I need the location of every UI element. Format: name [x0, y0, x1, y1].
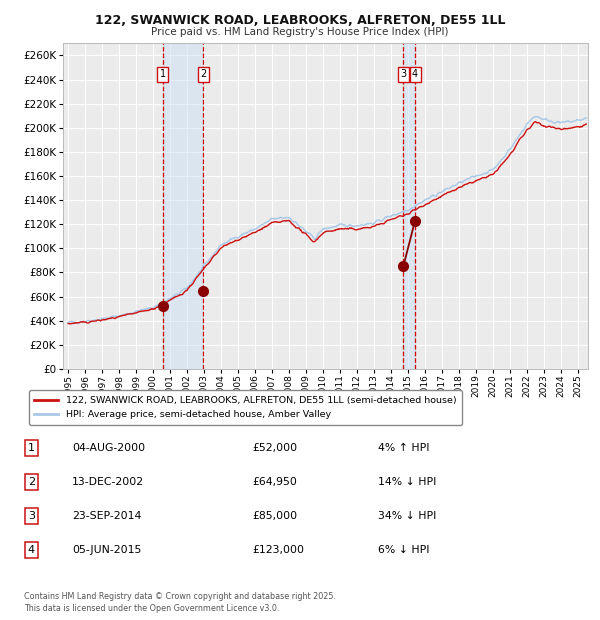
Text: 1: 1: [160, 69, 166, 79]
Bar: [403, 43, 415, 369]
Text: £64,950: £64,950: [252, 477, 297, 487]
Text: Price paid vs. HM Land Registry's House Price Index (HPI): Price paid vs. HM Land Registry's House …: [151, 27, 449, 37]
Text: 23-SEP-2014: 23-SEP-2014: [72, 511, 142, 521]
Text: 4% ↑ HPI: 4% ↑ HPI: [378, 443, 430, 453]
Text: 6% ↓ HPI: 6% ↓ HPI: [378, 545, 430, 555]
Text: 13-DEC-2002: 13-DEC-2002: [72, 477, 144, 487]
Text: 3: 3: [400, 69, 406, 79]
Text: 2: 2: [28, 477, 35, 487]
Text: 14% ↓ HPI: 14% ↓ HPI: [378, 477, 436, 487]
Text: £85,000: £85,000: [252, 511, 297, 521]
Text: 34% ↓ HPI: 34% ↓ HPI: [378, 511, 436, 521]
Text: 4: 4: [28, 545, 35, 555]
Text: £52,000: £52,000: [252, 443, 297, 453]
Text: Contains HM Land Registry data © Crown copyright and database right 2025.
This d: Contains HM Land Registry data © Crown c…: [24, 591, 336, 613]
Legend: 122, SWANWICK ROAD, LEABROOKS, ALFRETON, DE55 1LL (semi-detached house), HPI: Av: 122, SWANWICK ROAD, LEABROOKS, ALFRETON,…: [29, 390, 462, 425]
Text: 122, SWANWICK ROAD, LEABROOKS, ALFRETON, DE55 1LL: 122, SWANWICK ROAD, LEABROOKS, ALFRETON,…: [95, 14, 505, 27]
Text: 4: 4: [412, 69, 418, 79]
Text: 04-AUG-2000: 04-AUG-2000: [72, 443, 145, 453]
Text: 05-JUN-2015: 05-JUN-2015: [72, 545, 142, 555]
Text: £123,000: £123,000: [252, 545, 304, 555]
Bar: [163, 43, 203, 369]
Text: 1: 1: [28, 443, 35, 453]
Text: 3: 3: [28, 511, 35, 521]
Text: 2: 2: [200, 69, 206, 79]
